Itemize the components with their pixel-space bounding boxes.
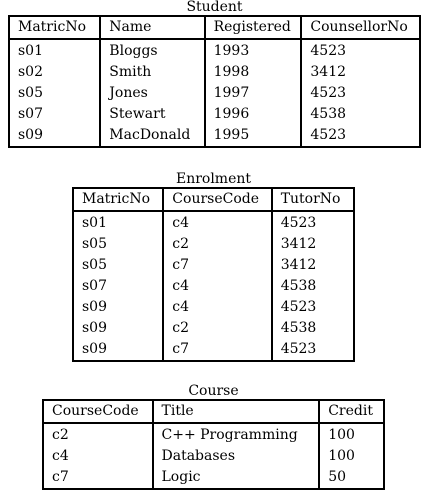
student-table: MatricNo Name Registered CounsellorNo s0… [8,15,421,148]
table-cell: 4523 [300,39,420,62]
table-cell: c7 [52,469,69,485]
table-cell: 1996 [203,104,302,125]
table-cell: 4523 [270,211,354,234]
table-cell: C++ Programming [151,423,320,446]
table-row: s02 Smith 1998 3412 [9,62,420,83]
table-cell: 4523 [300,125,420,147]
table-cell: Stewart [99,104,205,125]
course-table: CourseCode Title Credit c2 C++ Programmi… [42,399,385,490]
column-header-tutorno: TutorNo [270,188,354,212]
table-cell: s05 [82,236,107,252]
table-row: c7 Logic 50 [43,467,384,489]
column-header-name: Name [99,16,205,40]
column-header-registered: Registered [203,16,302,40]
student-table-block: Student MatricNo Name Registered Counsel… [8,0,421,148]
table-cell: s02 [18,64,43,80]
student-table-title: Student [186,0,243,15]
table-cell: c7 [162,339,272,361]
table-cell: 4538 [270,318,354,339]
table-cell: c4 [162,276,272,297]
table-header-row: CourseCode Title Credit [43,400,384,424]
table-cell: c2 [162,318,272,339]
table-cell: 4538 [270,276,354,297]
table-row: c4 Databases 100 [43,446,384,467]
table-cell: 4538 [300,104,420,125]
column-header-matricno: MatricNo [73,188,164,212]
table-cell: s05 [82,257,107,273]
enrolment-table-block: Enrolment MatricNo CourseCode TutorNo s0… [72,172,355,362]
table-cell: 1995 [203,125,302,147]
table-cell: c2 [162,234,272,255]
table-cell: 4523 [270,297,354,318]
table-cell: s09 [18,127,43,143]
table-cell: 1998 [203,62,302,83]
course-table-block: Course CourseCode Title Credit c2 C++ Pr… [42,384,385,490]
column-header-coursecode: CourseCode [43,400,153,424]
column-header-title: Title [151,400,320,424]
table-cell: c4 [162,211,272,234]
table-cell: 100 [318,446,384,467]
table-row: s09 MacDonald 1995 4523 [9,125,420,147]
table-row: s01 Bloggs 1993 4523 [9,39,420,62]
table-row: s07 c4 4538 [73,276,354,297]
table-cell: 4523 [300,83,420,104]
column-header-credit: Credit [318,400,384,424]
table-cell: s01 [82,215,107,231]
table-row: s05 c7 3412 [73,255,354,276]
table-row: s05 c2 3412 [73,234,354,255]
table-cell: 3412 [300,62,420,83]
table-cell: Databases [151,446,320,467]
table-cell: 4523 [270,339,354,361]
enrolment-table: MatricNo CourseCode TutorNo s01 c4 4523 … [72,187,355,362]
table-row: s09 c4 4523 [73,297,354,318]
column-header-matricno: MatricNo [9,16,101,40]
column-header-coursecode: CourseCode [162,188,272,212]
table-cell: Bloggs [99,39,205,62]
table-cell: s07 [18,106,43,122]
table-header-row: MatricNo CourseCode TutorNo [73,188,354,212]
table-cell: s07 [82,278,107,294]
course-table-title: Course [188,383,239,399]
table-cell: c4 [162,297,272,318]
table-cell: s09 [82,299,107,315]
table-row: s07 Stewart 1996 4538 [9,104,420,125]
table-cell: 1993 [203,39,302,62]
table-row: s09 c7 4523 [73,339,354,361]
table-header-row: MatricNo Name Registered CounsellorNo [9,16,420,40]
table-cell: s09 [82,341,107,357]
table-row: s05 Jones 1997 4523 [9,83,420,104]
table-cell: s05 [18,85,43,101]
table-row: s01 c4 4523 [73,211,354,234]
table-cell: Logic [151,467,320,489]
table-row: c2 C++ Programming 100 [43,423,384,446]
table-row: s09 c2 4538 [73,318,354,339]
table-cell: Smith [99,62,205,83]
table-cell: MacDonald [99,125,205,147]
table-cell: c4 [52,448,69,464]
table-cell: 100 [318,423,384,446]
table-cell: 50 [318,467,384,489]
table-cell: c7 [162,255,272,276]
table-cell: 3412 [270,234,354,255]
table-cell: s09 [82,320,107,336]
table-cell: 3412 [270,255,354,276]
table-cell: s01 [18,43,43,59]
column-header-counsellorno: CounsellorNo [300,16,420,40]
table-cell: 1997 [203,83,302,104]
table-cell: c2 [52,427,69,443]
table-cell: Jones [99,83,205,104]
enrolment-table-title: Enrolment [175,171,252,187]
